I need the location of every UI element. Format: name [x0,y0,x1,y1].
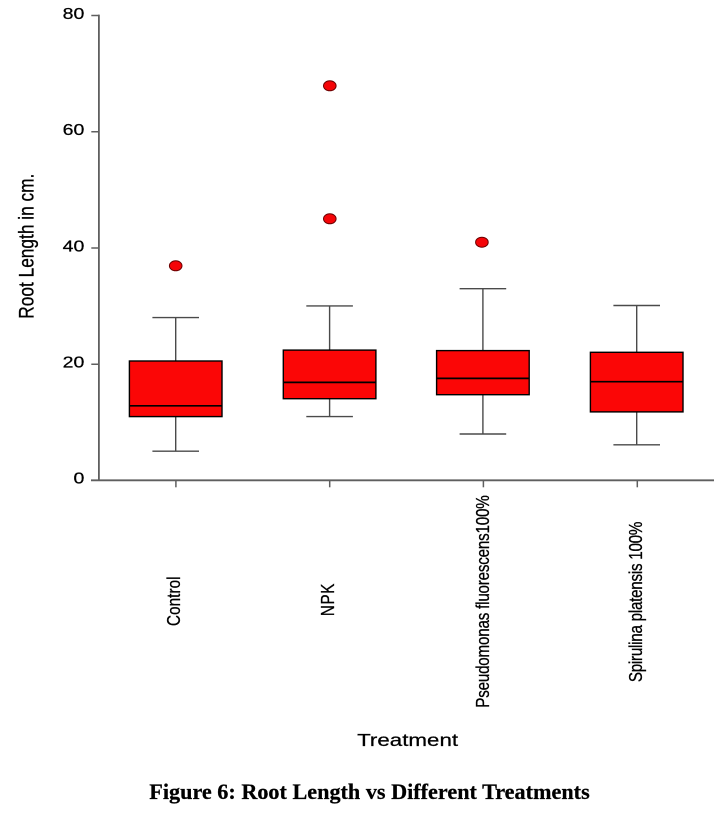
svg-text:NPK: NPK [318,583,339,616]
svg-text:60: 60 [63,121,85,139]
svg-text:Control: Control [164,576,185,626]
svg-text:Figure 6: Root Length vs Diffe: Figure 6: Root Length vs Different Treat… [149,779,590,804]
svg-text:Treatment: Treatment [357,731,458,750]
svg-text:40: 40 [63,237,85,255]
svg-text:Pseudomonas fluorescens100%: Pseudomonas fluorescens100% [473,495,494,708]
svg-text:Spirulina platensis 100%: Spirulina platensis 100% [626,522,647,683]
svg-text:80: 80 [63,5,85,23]
svg-text:Root Length in cm.: Root Length in cm. [15,174,39,319]
svg-text:20: 20 [63,353,85,371]
svg-text:0: 0 [73,469,84,487]
